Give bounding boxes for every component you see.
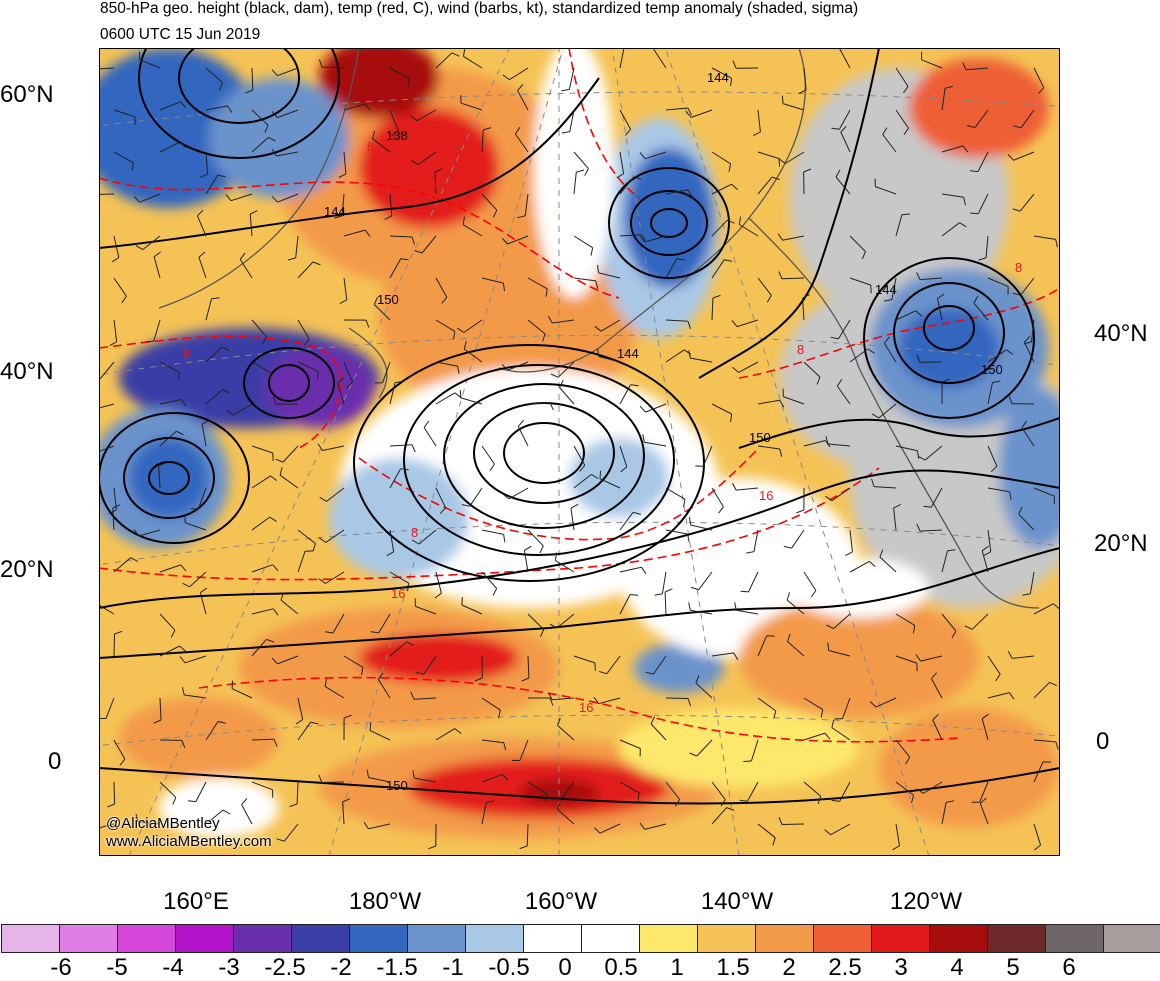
colorbar-tick-label: -0.5 — [488, 954, 530, 981]
height-label: 144 — [617, 346, 639, 361]
map-title: 850-hPa geo. height (black, dam), temp (… — [100, 0, 859, 17]
lon-label: 160°W — [524, 888, 598, 915]
temp-label: 8 — [411, 525, 418, 540]
lat-label-right: 40°N — [1094, 320, 1148, 347]
colorbar-tick-label: 6 — [1062, 954, 1076, 981]
colorbar-tick-label: 1.5 — [716, 954, 750, 981]
colorbar-tick-label: 3 — [894, 954, 908, 981]
colorbar-swatch — [871, 924, 930, 953]
height-label: 144 — [875, 282, 897, 297]
colorbar-swatch — [813, 924, 872, 953]
temp-label: 16 — [391, 586, 405, 601]
colorbar-tick-label: 0.5 — [604, 954, 638, 981]
height-label: 150 — [981, 362, 1003, 377]
colorbar-tick-label: 1 — [670, 954, 684, 981]
lon-label: 120°W — [889, 888, 963, 915]
graticule — [99, 48, 1060, 856]
height-label: 150 — [377, 292, 399, 307]
lat-label-left: 60°N — [0, 81, 54, 108]
height-label: 144 — [707, 70, 729, 85]
colorbar-swatch — [697, 924, 756, 953]
lon-label: 160°E — [163, 888, 229, 915]
colorbar-tick-label: 4 — [950, 954, 964, 981]
colorbar-tick-label: -5 — [106, 954, 128, 981]
height-contours — [99, 48, 1060, 805]
lat-label-right: 0 — [1096, 728, 1110, 755]
colorbar-tick-label: 0 — [558, 954, 572, 981]
colorbar-swatch — [233, 924, 292, 953]
colorbar-tick-label: 5 — [1006, 954, 1020, 981]
temp-label: 8 — [183, 346, 190, 361]
colorbar-tick-label: -1 — [442, 954, 464, 981]
temp-label: 16 — [579, 700, 593, 715]
temp-label: 8 — [367, 139, 374, 154]
colorbar-tick-label: -1.5 — [376, 954, 418, 981]
colorbar-tick-label: -4 — [162, 954, 184, 981]
height-label: 150 — [749, 430, 771, 445]
colorbar-swatch — [407, 924, 466, 953]
colorbar-swatch — [465, 924, 524, 953]
lat-label-left: 20°N — [0, 556, 54, 583]
colorbar-tick-label: 2 — [782, 954, 796, 981]
map-valid-time: 0600 UTC 15 Jun 2019 — [100, 26, 261, 43]
temp-label: 8 — [797, 342, 804, 357]
colorbar-swatch — [929, 924, 988, 953]
colorbar-swatch — [1045, 924, 1104, 953]
lat-label-left: 40°N — [0, 358, 54, 385]
lat-label-right: 20°N — [1094, 530, 1148, 557]
temp-label: 8 — [1015, 260, 1022, 275]
temperature-contours — [99, 48, 1060, 743]
colorbar-swatch — [349, 924, 408, 953]
lon-label: 180°W — [348, 888, 422, 915]
height-label: 150 — [386, 778, 408, 793]
colorbar — [1, 924, 1160, 953]
colorbar-swatch — [175, 924, 234, 953]
colorbar-tick-label: 2.5 — [828, 954, 862, 981]
colorbar-swatch — [523, 924, 582, 953]
colorbar-swatch — [117, 924, 176, 953]
colorbar-swatch — [639, 924, 698, 953]
colorbar-tick-label: -3 — [218, 954, 240, 981]
credit-website: www.AliciaMBentley.com — [106, 833, 272, 850]
colorbar-tick-label: -2.5 — [264, 954, 306, 981]
colorbar-swatch — [987, 924, 1046, 953]
temp-label: 16 — [759, 488, 773, 503]
wind-barbs — [99, 48, 1060, 851]
height-label: 144 — [324, 204, 346, 219]
colorbar-tick-label: -6 — [50, 954, 72, 981]
colorbar-swatch — [1103, 924, 1160, 953]
colorbar-swatch — [755, 924, 814, 953]
lat-label-left: 0 — [48, 748, 62, 775]
colorbar-swatch — [1, 924, 60, 953]
colorbar-swatch — [291, 924, 350, 953]
colorbar-swatch — [581, 924, 640, 953]
colorbar-tick-label: -2 — [330, 954, 352, 981]
colorbar-swatch — [59, 924, 118, 953]
weather-map: 144 138 144 150 144 144 150 150 150 8 8 … — [99, 48, 1060, 856]
height-label: 138 — [386, 128, 408, 143]
credit-handle: @AliciaMBentley — [106, 815, 220, 832]
lon-label: 140°W — [700, 888, 774, 915]
